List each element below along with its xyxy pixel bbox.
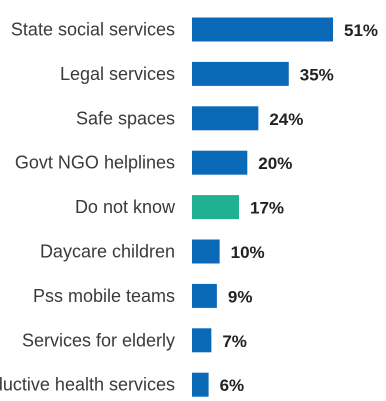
category-label: Reproductive health services	[0, 375, 175, 395]
bar	[192, 283, 217, 308]
category-labels: State social services Legal services Safe …	[0, 20, 176, 395]
bar	[192, 150, 248, 175]
category-label: Daycare children	[40, 242, 175, 262]
value-label: 6%	[220, 376, 245, 395]
value-label: 24%	[269, 110, 303, 129]
bar	[192, 328, 212, 353]
category-label: Govt NGO helplines	[15, 153, 175, 173]
category-label: Legal services	[60, 64, 175, 84]
category-label: Do not know	[75, 197, 176, 217]
value-label: 51%	[344, 21, 378, 40]
category-label: Pss mobile teams	[33, 286, 175, 306]
value-label: 9%	[228, 287, 253, 306]
category-label: State social services	[11, 20, 175, 40]
value-labels: 51% 35% 24% 20% 17% 10% 9% 7% 6%	[220, 21, 378, 395]
value-label: 7%	[222, 332, 247, 351]
bar	[192, 106, 259, 131]
bar	[192, 372, 209, 397]
bar	[192, 61, 289, 86]
category-label: Services for elderly	[22, 330, 175, 350]
bar	[192, 17, 333, 42]
value-label: 35%	[300, 65, 334, 84]
bar	[192, 239, 220, 264]
value-label: 20%	[258, 154, 292, 173]
value-label: 17%	[250, 199, 284, 218]
bar	[192, 195, 239, 220]
category-label: Safe spaces	[76, 108, 175, 128]
bars	[192, 17, 333, 397]
value-label: 10%	[231, 243, 265, 262]
